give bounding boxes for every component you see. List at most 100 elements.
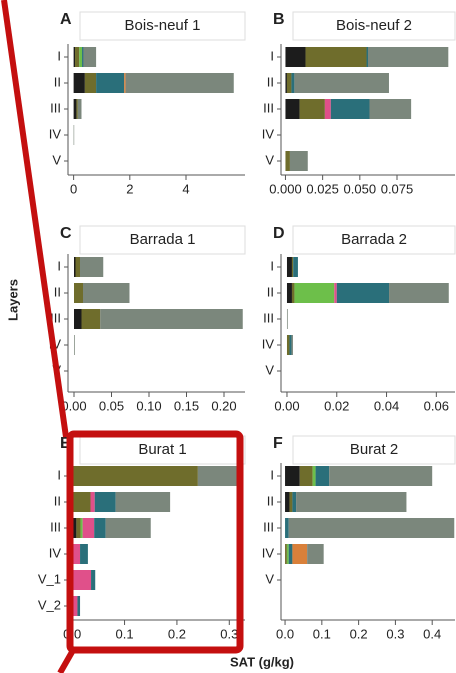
bar-segment xyxy=(289,335,292,355)
y-tick-label: II xyxy=(54,493,61,508)
x-tick-label: 0.20 xyxy=(211,398,236,413)
bar-segment xyxy=(286,283,292,303)
x-tick-label: 0.1 xyxy=(116,626,134,641)
y-tick-label: V xyxy=(265,362,274,377)
y-tick-label: III xyxy=(263,519,274,534)
bar-segment xyxy=(291,73,295,93)
bar-segment xyxy=(366,47,368,67)
title-box xyxy=(292,225,456,255)
panel-title: Burat 2 xyxy=(350,441,398,458)
bar-segment xyxy=(197,466,241,486)
panel-title: Barrada 2 xyxy=(341,231,407,248)
bar-segment xyxy=(291,283,295,303)
panel-letter: D xyxy=(273,225,285,242)
bar-segment xyxy=(292,544,308,564)
bar-segment xyxy=(315,466,330,486)
x-tick-label: 2 xyxy=(126,181,133,196)
title-box xyxy=(79,225,246,255)
x-tick-label: 0.04 xyxy=(374,398,399,413)
bar-segment xyxy=(286,73,292,93)
bar-segment xyxy=(285,466,300,486)
bar-segment xyxy=(291,335,293,355)
bar-segment xyxy=(76,99,78,119)
title-box xyxy=(79,435,246,465)
highlight-line xyxy=(57,650,75,673)
x-tick-label: 0.15 xyxy=(174,398,199,413)
bar-segment xyxy=(286,309,288,329)
x-axis-label: SAT (g/kg) xyxy=(230,654,294,669)
bar-segment xyxy=(96,73,125,93)
bar-segment xyxy=(285,73,287,93)
bar-segment xyxy=(74,283,83,303)
x-tick-label: 0.05 xyxy=(99,398,124,413)
panel-letter: B xyxy=(273,11,285,28)
bar-segment xyxy=(294,73,389,93)
bar-segment xyxy=(105,518,151,538)
bar-segment xyxy=(73,125,75,145)
bar-segment xyxy=(84,73,97,93)
bar-segment xyxy=(286,335,290,355)
y-tick-label: II xyxy=(54,284,61,299)
x-tick-label: 0.3 xyxy=(386,626,404,641)
y-tick-label: III xyxy=(263,100,274,115)
bar-segment xyxy=(312,466,316,486)
y-tick-label: V_1 xyxy=(38,571,61,586)
bar-segment xyxy=(73,47,76,67)
bar-segment xyxy=(82,47,84,67)
y-tick-label: IV xyxy=(49,126,62,141)
panel-letter: F xyxy=(273,435,283,452)
bar-segment xyxy=(75,257,80,277)
bar-segment xyxy=(307,544,324,564)
bar-segment xyxy=(286,257,292,277)
x-tick-label: 0.00 xyxy=(274,398,299,413)
bar-segment xyxy=(288,544,293,564)
x-tick-label: 0.2 xyxy=(168,626,186,641)
bar-segment xyxy=(125,73,234,93)
y-tick-label: II xyxy=(267,74,274,89)
bar-segment xyxy=(75,47,80,67)
y-tick-label: IV xyxy=(262,545,275,560)
y-tick-label: I xyxy=(57,258,61,273)
x-tick-label: 0.050 xyxy=(344,181,377,196)
bar-segment xyxy=(72,570,92,590)
bar-segment xyxy=(91,570,96,590)
bar-segment xyxy=(100,309,243,329)
bar-segment xyxy=(334,283,337,303)
x-tick-label: 0.00 xyxy=(61,398,86,413)
bar-segment xyxy=(336,283,390,303)
panel-letter: E xyxy=(60,435,71,452)
bar-segment xyxy=(285,518,289,538)
bar-segment xyxy=(80,544,88,564)
bar-segment xyxy=(285,492,290,512)
y-tick-label: III xyxy=(50,100,61,115)
bar-segment xyxy=(76,518,81,538)
bar-segment xyxy=(73,99,77,119)
bar-segment xyxy=(285,99,300,119)
x-tick-label: 0.075 xyxy=(381,181,414,196)
highlight-line xyxy=(1,0,69,438)
bar-segment xyxy=(296,492,407,512)
x-tick-label: 0.000 xyxy=(269,181,302,196)
y-tick-label: I xyxy=(270,467,274,482)
bar-segment xyxy=(285,47,306,67)
highlight-overlay xyxy=(1,0,244,673)
bar-segment xyxy=(299,466,313,486)
x-tick-label: 0.10 xyxy=(136,398,161,413)
y-tick-label: IV xyxy=(262,126,275,141)
bar-segment xyxy=(294,283,335,303)
bar-segment xyxy=(77,99,82,119)
bar-segment xyxy=(79,47,83,67)
x-tick-label: 0.0 xyxy=(276,626,294,641)
bar-segment xyxy=(285,544,287,564)
bar-segment xyxy=(83,47,97,67)
bar-segment xyxy=(80,257,104,277)
bar-segment xyxy=(72,518,77,538)
x-tick-label: 4 xyxy=(182,181,189,196)
bar-segment xyxy=(82,518,95,538)
bar-segment xyxy=(72,544,81,564)
bar-segment xyxy=(285,151,290,171)
panel-title: Bois-neuf 2 xyxy=(336,17,412,34)
panel-title: Barrada 1 xyxy=(130,231,196,248)
panel-title: Burat 1 xyxy=(138,441,186,458)
